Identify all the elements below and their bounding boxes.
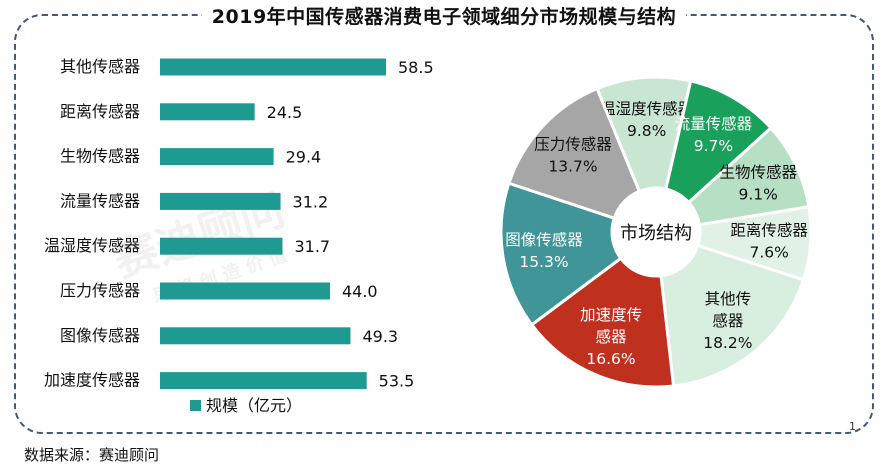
bar-category-label: 生物传感器: [60, 147, 140, 166]
bar-value-label: 24.5: [267, 103, 303, 122]
donut-slice-value: 9.1%: [739, 186, 778, 204]
donut-slice-value: 16.6%: [586, 350, 635, 368]
donut-slice-label: 压力传感器: [534, 136, 612, 154]
legend-swatch: [190, 400, 201, 411]
bar: [160, 58, 386, 76]
bar-value-label: 44.0: [342, 282, 378, 301]
legend-label: 规模（亿元）: [206, 396, 302, 415]
donut-slice-value: 7.6%: [749, 243, 788, 261]
donut-slice-value: 9.8%: [627, 122, 666, 140]
bar: [160, 148, 274, 166]
donut-slice-label: 图像传感器: [505, 231, 583, 249]
bar-category-label: 距离传感器: [60, 102, 140, 121]
title-wrapper: 2019年中国传感器消费电子领域细分市场规模与结构: [0, 2, 888, 29]
bar-value-label: 31.2: [293, 192, 329, 211]
donut-slice-value: 18.2%: [703, 334, 752, 352]
bar-value-label: 29.4: [286, 148, 322, 167]
donut-chart: 温湿度传感器 9.8% 流量传感器 9.7% 生物传感器 9.1% 距离传感器 7.6% 其他传…: [499, 75, 813, 389]
donut-slice-label: 其他传感器: [705, 290, 752, 330]
bar-category-label: 流量传感器: [60, 191, 140, 210]
bar: [160, 372, 367, 390]
donut-slice-label: 流量传感器: [675, 115, 753, 133]
bar-value-label: 53.5: [379, 372, 415, 391]
donut-slice-value: 9.7%: [694, 137, 733, 155]
bar: [160, 237, 283, 255]
donut-slice-label: 加速度传感器: [580, 306, 642, 346]
bar: [160, 327, 351, 345]
donut-slice-label: 温湿度传感器: [600, 100, 694, 118]
bar-category-label: 加速度传感器: [44, 371, 140, 390]
bar: [160, 103, 255, 121]
donut-hole: [612, 188, 700, 276]
donut-slice-value: 13.7%: [548, 158, 597, 176]
corner-marker: 1: [849, 420, 856, 433]
bar-value-label: 31.7: [294, 237, 330, 256]
bar-category-label: 其他传感器: [60, 57, 140, 76]
source-note: 数据来源：赛迪顾问: [24, 446, 160, 464]
bar-category-label: 压力传感器: [60, 281, 140, 300]
bar-chart: 其他传感器 58.5 距离传感器 24.5 生物传感器 29.4 流量传感器 31.2 温湿度传…: [44, 57, 434, 415]
donut-slice-value: 15.3%: [519, 253, 568, 271]
bar: [160, 192, 281, 210]
bar-category-label: 图像传感器: [60, 326, 140, 345]
bar: [160, 282, 330, 300]
bar-category-label: 温湿度传感器: [44, 236, 140, 255]
donut-slice-label: 生物传感器: [719, 164, 797, 182]
bar-value-label: 49.3: [362, 327, 398, 346]
bar-value-label: 58.5: [398, 58, 434, 77]
chart-title: 2019年中国传感器消费电子领域细分市场规模与结构: [201, 2, 687, 29]
donut-chart-panel: 温湿度传感器 9.8% 流量传感器 9.7% 生物传感器 9.1% 距离传感器 7.6% 其他传…: [470, 60, 870, 400]
donut-center-label: 市场结构: [620, 223, 692, 244]
donut-slice-label: 距离传感器: [730, 221, 808, 239]
bar-chart-panel: 其他传感器 58.5 距离传感器 24.5 生物传感器 29.4 流量传感器 31.2 温湿度传…: [22, 40, 462, 430]
